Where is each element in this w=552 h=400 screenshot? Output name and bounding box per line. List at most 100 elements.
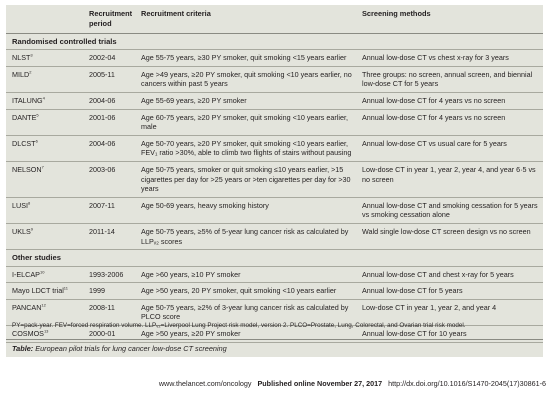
- screening-methods-cell: Wald single low-dose CT screen design vs…: [362, 226, 531, 236]
- header-recruitment-period: Recruitment period: [89, 9, 133, 28]
- reference-number: 7: [41, 164, 44, 170]
- recruitment-criteria-cell: Age >50 years, 20 PY smoker, quit smokin…: [141, 286, 337, 296]
- study-name: COSMOS: [12, 329, 44, 339]
- reference-number: 11: [63, 285, 68, 291]
- table-panel: Recruitment period Recruitment criteria …: [6, 5, 543, 357]
- table-header-row: Recruitment period Recruitment criteria …: [6, 5, 543, 34]
- table-footnote: PY=pack-year. FEV=forced respiration vol…: [12, 322, 466, 329]
- study-cell: MILD2: [6, 66, 89, 92]
- screening-methods-cell: Annual low-dose CT for 4 years vs no scr…: [362, 95, 506, 105]
- doi-link[interactable]: http://dx.doi.org/10.1016/S1470-2045(17)…: [388, 379, 546, 388]
- screening-methods-cell: Annual low-dose CT for 5 years: [362, 286, 463, 296]
- published-date: Published online November 27, 2017: [257, 379, 383, 388]
- recruitment-period-cell: 2002-04: [89, 53, 116, 63]
- reference-number: 2: [29, 69, 32, 75]
- recruitment-criteria-cell: Age 50-75 years, smoker or quit smoking …: [141, 164, 351, 194]
- study-cell: ITALUNG4: [6, 92, 89, 109]
- caption-label: Table:: [12, 344, 34, 353]
- table-row: COSMOS13 2000-01 Age >50 years, ≥20 PY smo…: [6, 326, 543, 343]
- recruitment-period-cell: 2011-14: [89, 226, 115, 236]
- table-caption: Table: European pilot trials for lung ca…: [6, 339, 543, 357]
- section-title: Other studies: [12, 253, 61, 263]
- journal-site-link[interactable]: www.thelancet.com/oncology: [158, 379, 252, 388]
- reference-number: 6: [35, 138, 38, 144]
- study-name: DANTE: [12, 112, 37, 122]
- screening-methods-cell: Annual low-dose CT vs usual care for 5 y…: [362, 138, 507, 148]
- trials-table: Recruitment period Recruitment criteria …: [6, 5, 543, 343]
- study-name: NELSON: [12, 164, 42, 174]
- recruitment-criteria-cell: Age >49 years, ≥20 PY smoker, quit smoki…: [141, 69, 352, 89]
- table-row: NLST3 2002-04 Age 55-75 years, ≥30 PY smok…: [6, 50, 543, 67]
- recruitment-period-cell: 2000-01: [89, 329, 116, 339]
- study-cell: DANTE5: [6, 109, 89, 135]
- reference-number: 4: [42, 95, 45, 101]
- screening-methods-cell: Low-dose CT in year 1, year 2, year 4, a…: [362, 164, 536, 184]
- recruitment-period-cell: 2008-11: [89, 302, 115, 312]
- study-name: ITALUNG: [12, 95, 43, 105]
- reference-number: 8: [27, 200, 31, 206]
- study-name: LUSI: [12, 200, 28, 210]
- screening-methods-cell: Annual low-dose CT for 10 years: [362, 329, 467, 339]
- recruitment-criteria-cell: Age 50-75 years, ≥2% of 3-year lung canc…: [141, 302, 349, 322]
- recruitment-criteria-cell: Age 50-75 years, ≥5% of 5-year lung canc…: [141, 226, 349, 246]
- table-row: PANCAN12 2008-11 Age 50-75 years, ≥2% of 3…: [6, 299, 543, 326]
- recruitment-period-cell: 1993-2006: [89, 269, 124, 279]
- study-name: DLCST: [12, 138, 36, 148]
- reference-number: 10: [39, 269, 45, 275]
- table-row: UKLS9 2011-14 Age 50-75 years, ≥5% of 5-ye…: [6, 223, 543, 250]
- screening-methods-cell: Annual low-dose CT and smoking cessation…: [362, 200, 538, 220]
- recruitment-criteria-cell: Age 55-69 years, ≥20 PY smoker: [141, 95, 247, 105]
- recruitment-period-cell: 2005-11: [89, 69, 115, 79]
- table-row: Mayo LDCT trial11 1999 Age >50 years, 20 P…: [6, 283, 543, 300]
- study-name: I-ELCAP: [12, 269, 40, 279]
- publication-line: www.thelancet.com/oncology Published onl…: [0, 379, 546, 388]
- study-name: UKLS: [12, 226, 31, 236]
- study-cell: I-ELCAP10: [6, 266, 89, 283]
- recruitment-criteria-cell: Age 50-70 years, ≥20 PY smoker, quit smo…: [141, 138, 352, 158]
- table-row: ITALUNG4 2004-06 Age 55-69 years, ≥20 PY s…: [6, 92, 543, 110]
- recruitment-criteria-cell: Age 50-69 years, heavy smoking history: [141, 200, 269, 210]
- table-row: DANTE5 2001-06 Age 60-75 years, ≥20 PY smo…: [6, 109, 543, 136]
- table-row: MILD2 2005-11 Age >49 years, ≥20 PY smoker…: [6, 66, 543, 93]
- reference-number: 5: [36, 112, 39, 118]
- recruitment-period-cell: 2001-06: [89, 112, 116, 122]
- recruitment-criteria-cell: Age 55-75 years, ≥30 PY smoker, quit smo…: [141, 53, 347, 63]
- table-row: LUSI8 2007-11 Age 50-69 years, heavy smoki…: [6, 197, 543, 224]
- study-name: MILD: [12, 69, 30, 79]
- reference-number: 13: [43, 328, 49, 334]
- recruitment-period-cell: 2004-06: [89, 95, 116, 105]
- study-cell: PANCAN12: [6, 299, 89, 325]
- study-cell: LUSI8: [6, 197, 89, 223]
- caption-text: European pilot trials for lung cancer lo…: [35, 344, 227, 353]
- section-title: Randomised controlled trials: [12, 36, 117, 46]
- recruitment-period-cell: 2003-06: [89, 164, 116, 174]
- section-header: Other studies: [6, 250, 543, 267]
- reference-number: 9: [30, 226, 34, 232]
- study-cell: DLCST6: [6, 135, 89, 161]
- study-name: Mayo LDCT trial: [12, 286, 64, 296]
- study-cell: NELSON7: [6, 161, 89, 197]
- reference-number: 3: [30, 52, 33, 58]
- recruitment-criteria-cell: Age >60 years, ≥10 PY smoker: [141, 269, 241, 279]
- header-study: [6, 5, 89, 33]
- screening-methods-cell: Annual low-dose CT for 4 years vs no scr…: [362, 112, 506, 122]
- recruitment-criteria-cell: Age >50 years, ≥20 PY smoker: [141, 329, 241, 339]
- header-screening-methods: Screening methods: [362, 9, 431, 18]
- table-row: I-ELCAP10 1993-2006 Age >60 years, ≥10 PY …: [6, 266, 543, 283]
- recruitment-period-cell: 2004-06: [89, 138, 116, 148]
- study-name: NLST: [12, 53, 31, 63]
- reference-number: 12: [41, 302, 46, 308]
- study-cell: NLST3: [6, 50, 89, 67]
- recruitment-criteria-cell: Age 60-75 years, ≥20 PY smoker, quit smo…: [141, 112, 348, 132]
- study-cell: COSMOS13: [6, 326, 89, 343]
- screening-methods-cell: Low-dose CT in year 1, year 2, and year …: [362, 302, 497, 312]
- recruitment-period-cell: 1999: [89, 286, 105, 296]
- header-recruitment-criteria: Recruitment criteria: [141, 9, 211, 18]
- screening-methods-cell: Annual low-dose CT vs chest x-ray for 3 …: [362, 53, 509, 63]
- recruitment-period-cell: 2007-11: [89, 200, 115, 210]
- section-header: Randomised controlled trials: [6, 33, 543, 50]
- table-row: NELSON7 2003-06 Age 50-75 years, smoker or…: [6, 161, 543, 198]
- screening-methods-cell: Three groups: no screen, annual screen, …: [362, 69, 533, 89]
- study-name: PANCAN: [12, 302, 42, 312]
- study-cell: Mayo LDCT trial11: [6, 283, 89, 300]
